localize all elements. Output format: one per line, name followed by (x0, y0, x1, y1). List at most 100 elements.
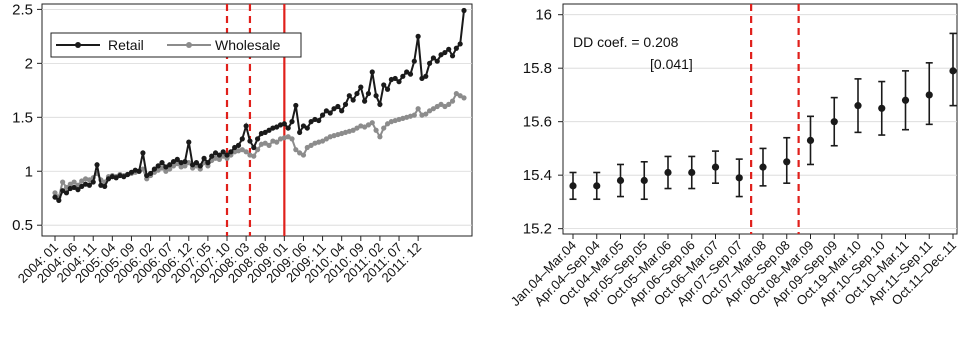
data-point-wholesale (52, 190, 58, 196)
data-point-retail (262, 129, 268, 136)
data-point-retail (411, 58, 417, 64)
data-point-wholesale (67, 181, 73, 187)
data-point-retail (404, 69, 410, 75)
right-y-tick-label: 15.4 (523, 167, 552, 184)
data-point-wholesale (319, 138, 326, 144)
right-y-tick-label: 16 (535, 7, 552, 24)
data-point-retail (449, 53, 456, 59)
data-point-wholesale (140, 166, 146, 172)
data-point-retail (319, 112, 326, 118)
data-point-wholesale (365, 122, 372, 128)
data-point-retail (373, 93, 379, 99)
data-point-retail (384, 86, 391, 92)
right-y-tick-label: 15.2 (523, 221, 552, 238)
left-y-axis: 0.5 1 1.5 2 2.5 (12, 1, 42, 234)
data-point-wholesale (369, 120, 375, 126)
data-point-retail (327, 110, 333, 116)
data-point-wholesale (297, 150, 303, 156)
data-point-retail (442, 49, 448, 56)
data-point-wholesale (350, 127, 356, 133)
data-point-retail (197, 163, 203, 169)
data-point-wholesale (434, 103, 440, 110)
data-point-retail (392, 75, 398, 82)
data-point-wholesale (438, 101, 444, 107)
data-point-retail (434, 58, 440, 64)
data-point-retail (453, 45, 459, 51)
data-point-retail (56, 197, 62, 203)
data-point-retail (144, 172, 150, 179)
data-point-retail (423, 73, 429, 79)
data-point-retail (94, 162, 100, 168)
data-point-retail (419, 75, 425, 82)
right-y-gridlines (563, 14, 957, 230)
data-point-retail (102, 183, 108, 189)
data-point-wholesale (216, 156, 222, 162)
data-point-retail (182, 158, 188, 165)
data-point-retail (105, 176, 112, 182)
data-point-retail (369, 69, 375, 75)
data-point-retail (125, 171, 131, 178)
data-point-wholesale (182, 163, 188, 169)
point-estimate (569, 182, 577, 190)
right-estimates (569, 32, 957, 201)
data-point-wholesale (411, 112, 417, 118)
right-y-tick-label: 15.8 (523, 60, 552, 77)
data-point-retail (174, 156, 180, 162)
left-y-tick-label: 1.5 (12, 109, 33, 126)
data-point-retail (159, 160, 165, 166)
data-point-retail (316, 117, 322, 124)
data-point-wholesale (79, 178, 85, 184)
dd-coefficient-chart: 15.2 15.4 15.6 15.8 16 Jan.04–Mar.04Apr.04–S… (508, 3, 959, 309)
data-point-retail (128, 169, 135, 175)
data-point-retail (415, 33, 421, 39)
data-point-wholesale (354, 125, 360, 131)
data-point-retail (254, 136, 261, 142)
data-point-retail (362, 98, 368, 104)
point-estimate (830, 118, 838, 126)
data-point-wholesale (362, 124, 368, 130)
data-point-wholesale (300, 152, 307, 158)
dd-standard-error-annotation: [0.041] (650, 56, 693, 72)
data-point-wholesale (60, 179, 66, 185)
data-point-wholesale (251, 153, 257, 159)
data-point-retail (339, 108, 345, 114)
point-estimate (925, 91, 933, 99)
data-point-retail (216, 152, 222, 158)
data-point-retail (243, 123, 249, 129)
data-point-retail (308, 119, 314, 125)
data-point-retail (266, 127, 272, 133)
left-y-tick-label: 1 (25, 163, 33, 180)
left-y-tick-label: 2.5 (12, 1, 33, 18)
right-plot-frame (562, 3, 958, 235)
data-point-retail (251, 144, 257, 151)
data-point-retail (365, 90, 372, 97)
data-point-retail (147, 170, 154, 177)
data-point-retail (281, 121, 287, 127)
data-point-retail (354, 90, 360, 97)
point-estimate (688, 168, 696, 177)
data-point-wholesale (426, 108, 433, 114)
legend-wholesale-marker (186, 42, 192, 48)
data-point-wholesale (373, 127, 379, 133)
data-point-retail (293, 102, 299, 109)
data-point-wholesale (254, 147, 261, 153)
data-point-wholesale (243, 149, 249, 155)
data-point-retail (155, 163, 161, 169)
left-y-tick-label: 0.5 (12, 217, 33, 234)
data-point-retail (190, 162, 196, 168)
point-estimate (640, 176, 648, 185)
point-estimate (759, 163, 767, 171)
data-point-wholesale (377, 134, 383, 140)
data-point-retail (209, 153, 215, 159)
data-point-retail (400, 73, 406, 79)
data-point-wholesale (415, 106, 421, 112)
right-event-lines (750, 4, 800, 234)
data-point-retail (167, 162, 173, 168)
data-point-retail (121, 174, 127, 180)
data-point-wholesale (293, 147, 299, 153)
data-point-retail (426, 60, 433, 66)
data-point-retail (274, 124, 280, 130)
data-point-retail (90, 179, 96, 185)
data-point-retail (350, 97, 356, 103)
